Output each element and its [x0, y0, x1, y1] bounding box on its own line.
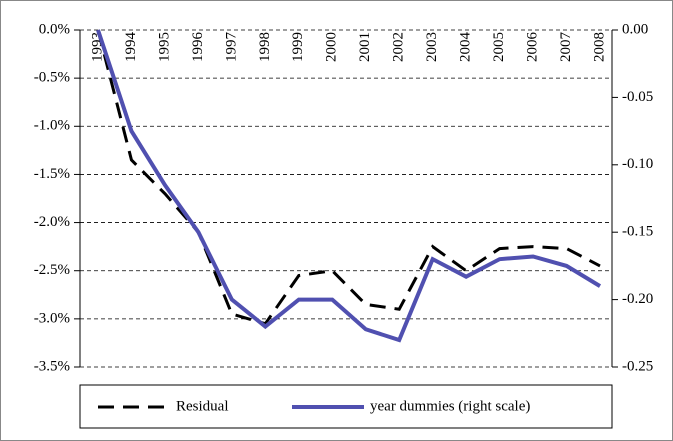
x-tick-label: 1998: [257, 32, 273, 62]
y-tick-label: -2.0%: [34, 214, 70, 230]
y2-tick-label: -0.10: [622, 156, 653, 172]
x-tick-label: 2003: [424, 32, 440, 62]
y2-tick-label: -0.05: [622, 89, 653, 105]
x-tick-label: 2004: [458, 32, 474, 63]
y-tick-label: -0.5%: [34, 70, 70, 86]
y2-tick-label: -0.25: [622, 358, 653, 374]
x-tick-label: 1997: [223, 32, 239, 63]
y-tick-label: -2.5%: [34, 262, 70, 278]
x-tick-label: 1994: [123, 32, 139, 63]
y2-tick-label: 0.00: [622, 21, 648, 37]
x-tick-label: 2007: [558, 32, 574, 63]
x-tick-label: 1996: [190, 32, 206, 63]
y-tick-label: -3.5%: [34, 358, 70, 374]
x-tick-label: 1995: [156, 32, 172, 62]
series-line: [96, 29, 601, 326]
x-tick-label: 2002: [391, 32, 407, 62]
y2-tick-label: -0.15: [622, 224, 653, 240]
legend-label: Residual: [176, 398, 229, 414]
x-tick-label: 1999: [290, 32, 306, 62]
x-tick-label: 2000: [324, 32, 340, 62]
x-tick-label: 2005: [491, 32, 507, 62]
y2-tick-label: -0.20: [622, 291, 653, 307]
y-tick-label: 0.0%: [39, 21, 70, 37]
y-tick-label: -1.5%: [34, 166, 70, 182]
x-tick-label: 2006: [525, 32, 541, 63]
y-tick-label: -1.0%: [34, 118, 70, 134]
series-line: [96, 29, 602, 343]
x-tick-label: 2008: [591, 32, 607, 62]
legend-label: year dummies (right scale): [370, 398, 530, 414]
x-tick-label: 2001: [357, 32, 373, 62]
y-tick-label: -3.0%: [34, 310, 70, 326]
